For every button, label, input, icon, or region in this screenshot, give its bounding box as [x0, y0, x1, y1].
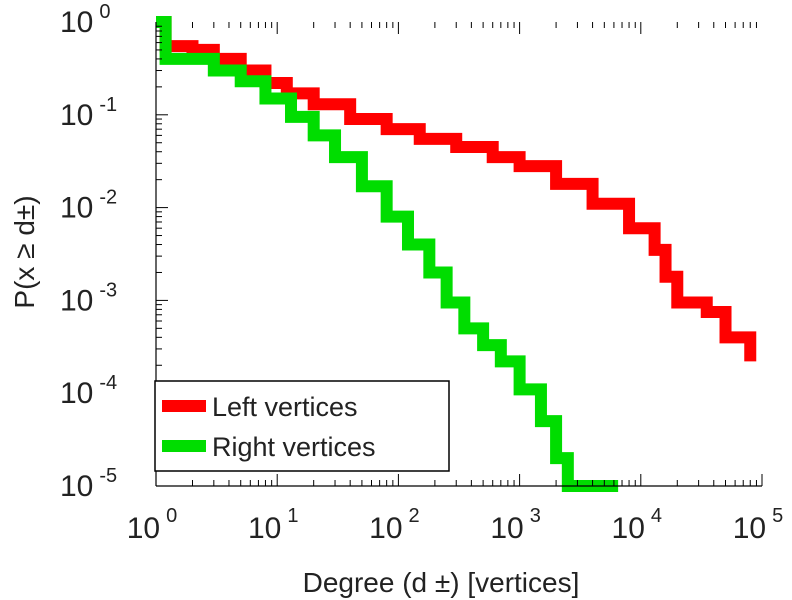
y-tick-label: 10 0 — [60, 1, 111, 39]
x-tick-label: 10 4 — [612, 505, 663, 545]
x-tick-label: 10 5 — [733, 505, 784, 545]
y-tick-label: 10 -2 — [60, 187, 117, 225]
y-tick-label: 10 -5 — [60, 465, 117, 503]
series-line-left-vertices — [156, 16, 757, 362]
axes — [155, 22, 763, 487]
legend-label-right-vertices: Right vertices — [212, 432, 376, 462]
x-tick-label: 10 3 — [490, 505, 541, 545]
x-axis-label: Degree (d ±) [vertices] — [303, 567, 580, 598]
y-axis-label: P(x ≥ d±) — [9, 195, 40, 308]
x-tick-label: 10 0 — [127, 505, 178, 545]
series-line-right-vertices — [156, 16, 619, 492]
legend-label-left-vertices: Left vertices — [212, 392, 358, 422]
legend-box — [154, 380, 450, 472]
x-tick-label: 10 2 — [369, 505, 420, 545]
plot-area — [156, 16, 757, 492]
x-tick-labels: 10 0 10 1 10 2 10 3 10 4 10 5 — [127, 505, 784, 545]
x-tick-label: 10 1 — [248, 505, 299, 545]
y-tick-label: 10 -3 — [60, 279, 117, 317]
legend: Left vertices Right vertices — [154, 380, 450, 472]
y-tick-label: 10 -4 — [60, 372, 117, 410]
y-tick-label: 10 -1 — [60, 94, 117, 132]
